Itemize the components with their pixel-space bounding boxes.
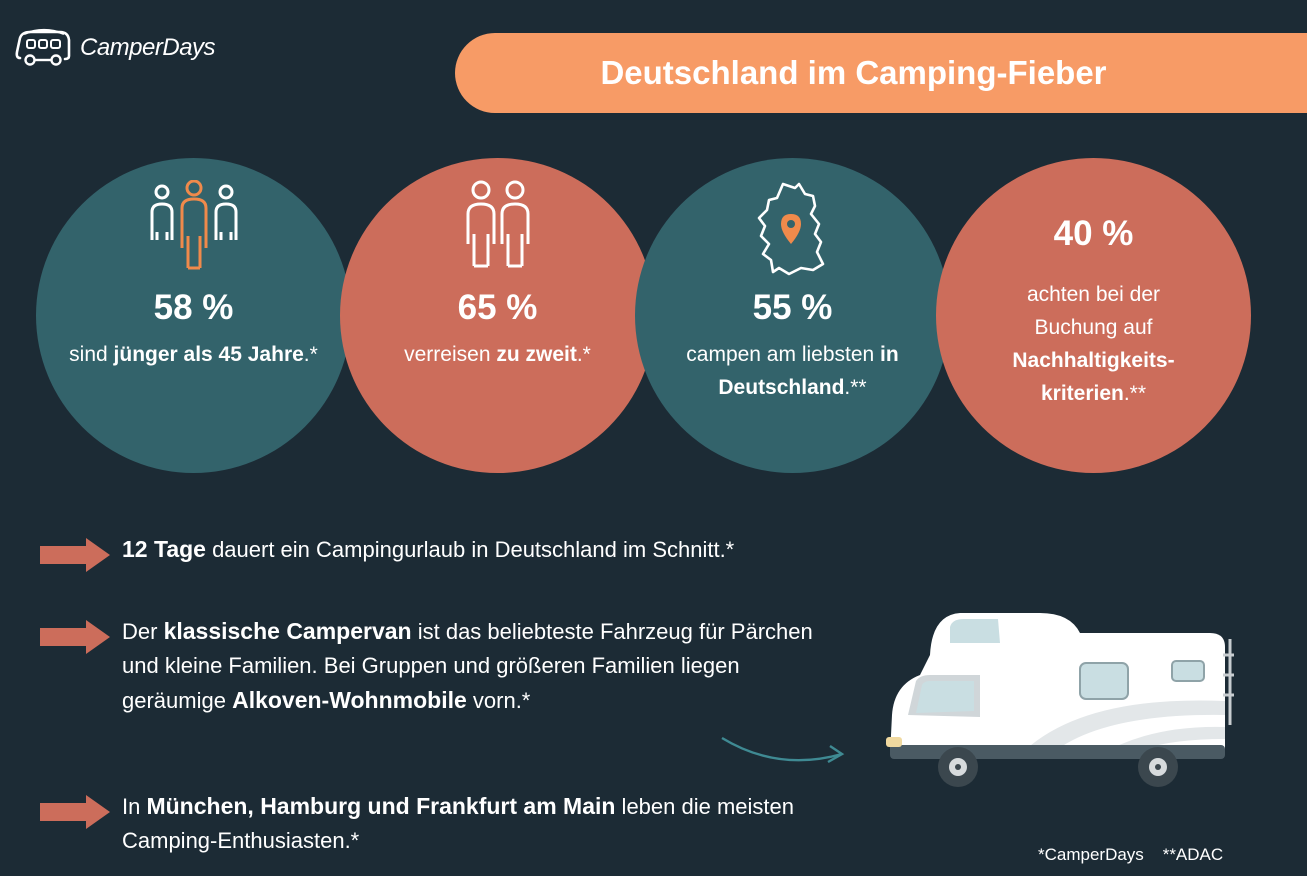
curved-arrow-icon — [721, 736, 845, 764]
fact-text: Der klassische Campervan ist das beliebt… — [122, 618, 813, 713]
stat-circle-germany: 55 % campen am liebsten in Deutschland.*… — [635, 158, 950, 473]
stat-description: campen am liebsten in Deutschland.** — [686, 343, 899, 399]
stat-circle-age: 58 % sind jünger als 45 Jahre.* — [36, 158, 351, 473]
source-footnote: *CamperDays **ADAC — [1038, 845, 1224, 864]
stat-circle-couples: 65 % verreisen zu zweit.* — [340, 158, 655, 473]
fact-vehicles: Der klassische Campervan ist das beliebt… — [40, 614, 820, 718]
title-banner — [455, 33, 1307, 113]
arrow-icon — [40, 538, 110, 572]
fact-cities: In München, Hamburg und Frankfurt am Mai… — [40, 789, 800, 858]
camper-van-logo-icon — [15, 28, 71, 66]
stat-circle-sustainability: 40 % achten bei der Buchung auf Nachhalt… — [936, 158, 1251, 473]
germany-map-pin-icon — [757, 182, 824, 276]
fact-text: In München, Hamburg und Frankfurt am Mai… — [122, 793, 794, 853]
brand-logo: CamperDays — [14, 28, 216, 68]
fact-duration: 12 Tage dauert ein Campingurlaub in Deut… — [40, 532, 900, 574]
arrow-icon — [40, 795, 110, 829]
stat-description: achten bei der Buchung auf Nachhaltigkei… — [1012, 283, 1175, 405]
stat-description: sind jünger als 45 Jahre.* — [69, 343, 318, 366]
two-people-icon — [466, 180, 529, 268]
stat-percent: 40 % — [1053, 214, 1134, 253]
page-title: Deutschland im Camping-Fieber — [600, 54, 1107, 91]
arrow-icon — [40, 620, 110, 654]
stat-description: verreisen zu zweit.* — [404, 343, 591, 366]
stat-percent: 65 % — [457, 288, 538, 327]
three-people-icon — [150, 180, 237, 270]
stat-percent: 55 % — [752, 288, 833, 327]
fact-text: 12 Tage dauert ein Campingurlaub in Deut… — [122, 536, 735, 562]
alcove-motorhome-illustration — [886, 613, 1234, 787]
brand-name: CamperDays — [80, 34, 216, 61]
stat-percent: 58 % — [153, 288, 234, 327]
